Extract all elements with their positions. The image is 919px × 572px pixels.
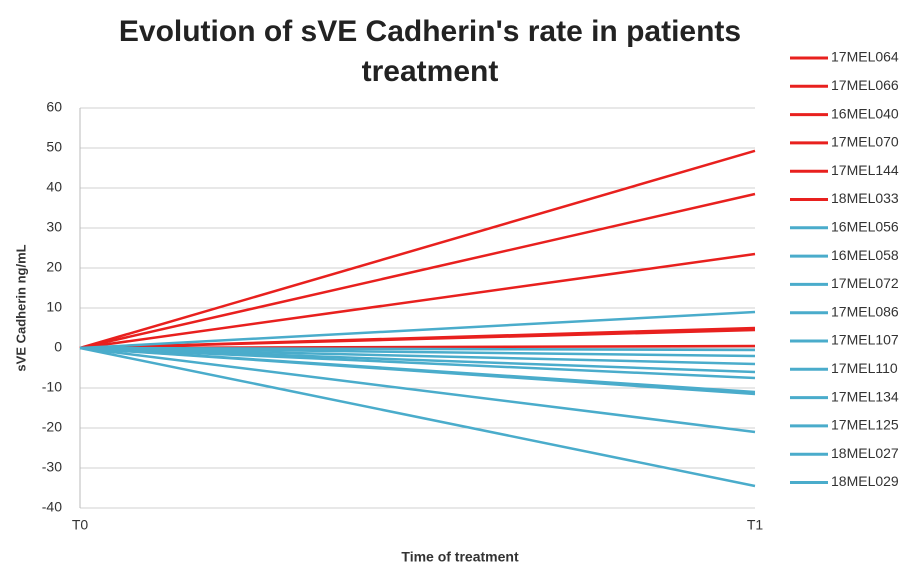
series-line — [79, 346, 756, 366]
legend-label: 16MEL058 — [831, 247, 899, 263]
y-tick-label: -20 — [42, 419, 62, 435]
series-line — [79, 346, 756, 488]
legend-label: 17MEL107 — [831, 332, 899, 348]
y-tick-label: 60 — [46, 99, 62, 115]
series-line — [79, 346, 756, 358]
legend-label: 17MEL066 — [831, 77, 899, 93]
legend-label: 18MEL027 — [831, 445, 899, 461]
x-axis-label: Time of treatment — [401, 549, 519, 565]
legend-label: 16MEL056 — [831, 219, 899, 235]
legend-label: 17MEL110 — [831, 360, 898, 376]
legend-label: 17MEL086 — [831, 303, 899, 319]
y-tick-label: 40 — [46, 179, 62, 195]
series-line — [79, 310, 756, 350]
series-line — [79, 328, 756, 350]
chart-title: Evolution of sVE Cadherin's rate in pati… — [118, 15, 742, 88]
legend-label: 17MEL144 — [831, 162, 899, 178]
y-axis-label: sVE Cadherin ng/mL — [13, 244, 28, 371]
series-line — [79, 346, 756, 434]
series-line — [79, 192, 756, 350]
y-tick-label: 10 — [46, 299, 62, 315]
legend-label: 17MEL072 — [831, 275, 899, 291]
series-line — [79, 149, 756, 350]
series-line — [79, 346, 756, 380]
legend-label: 16MEL040 — [831, 105, 899, 121]
series-line — [79, 346, 756, 396]
y-tick-label: 30 — [46, 219, 62, 235]
legend-label: 17MEL064 — [831, 49, 899, 65]
x-tick-label: T0 — [72, 517, 89, 533]
series-line — [79, 252, 756, 350]
y-tick-label: 20 — [46, 259, 62, 275]
y-tick-label: -30 — [42, 459, 62, 475]
legend-label: 17MEL125 — [831, 417, 899, 433]
y-tick-label: 50 — [46, 139, 62, 155]
y-tick-label: 0 — [54, 339, 62, 355]
legend-label: 17MEL134 — [831, 388, 899, 404]
y-tick-label: -40 — [42, 499, 62, 515]
legend-label: 17MEL070 — [831, 134, 899, 150]
x-tick-label: T1 — [747, 517, 764, 533]
y-tick-label: -10 — [42, 379, 62, 395]
legend-label: 18MEL033 — [831, 190, 899, 206]
legend-label: 18MEL029 — [831, 473, 899, 489]
